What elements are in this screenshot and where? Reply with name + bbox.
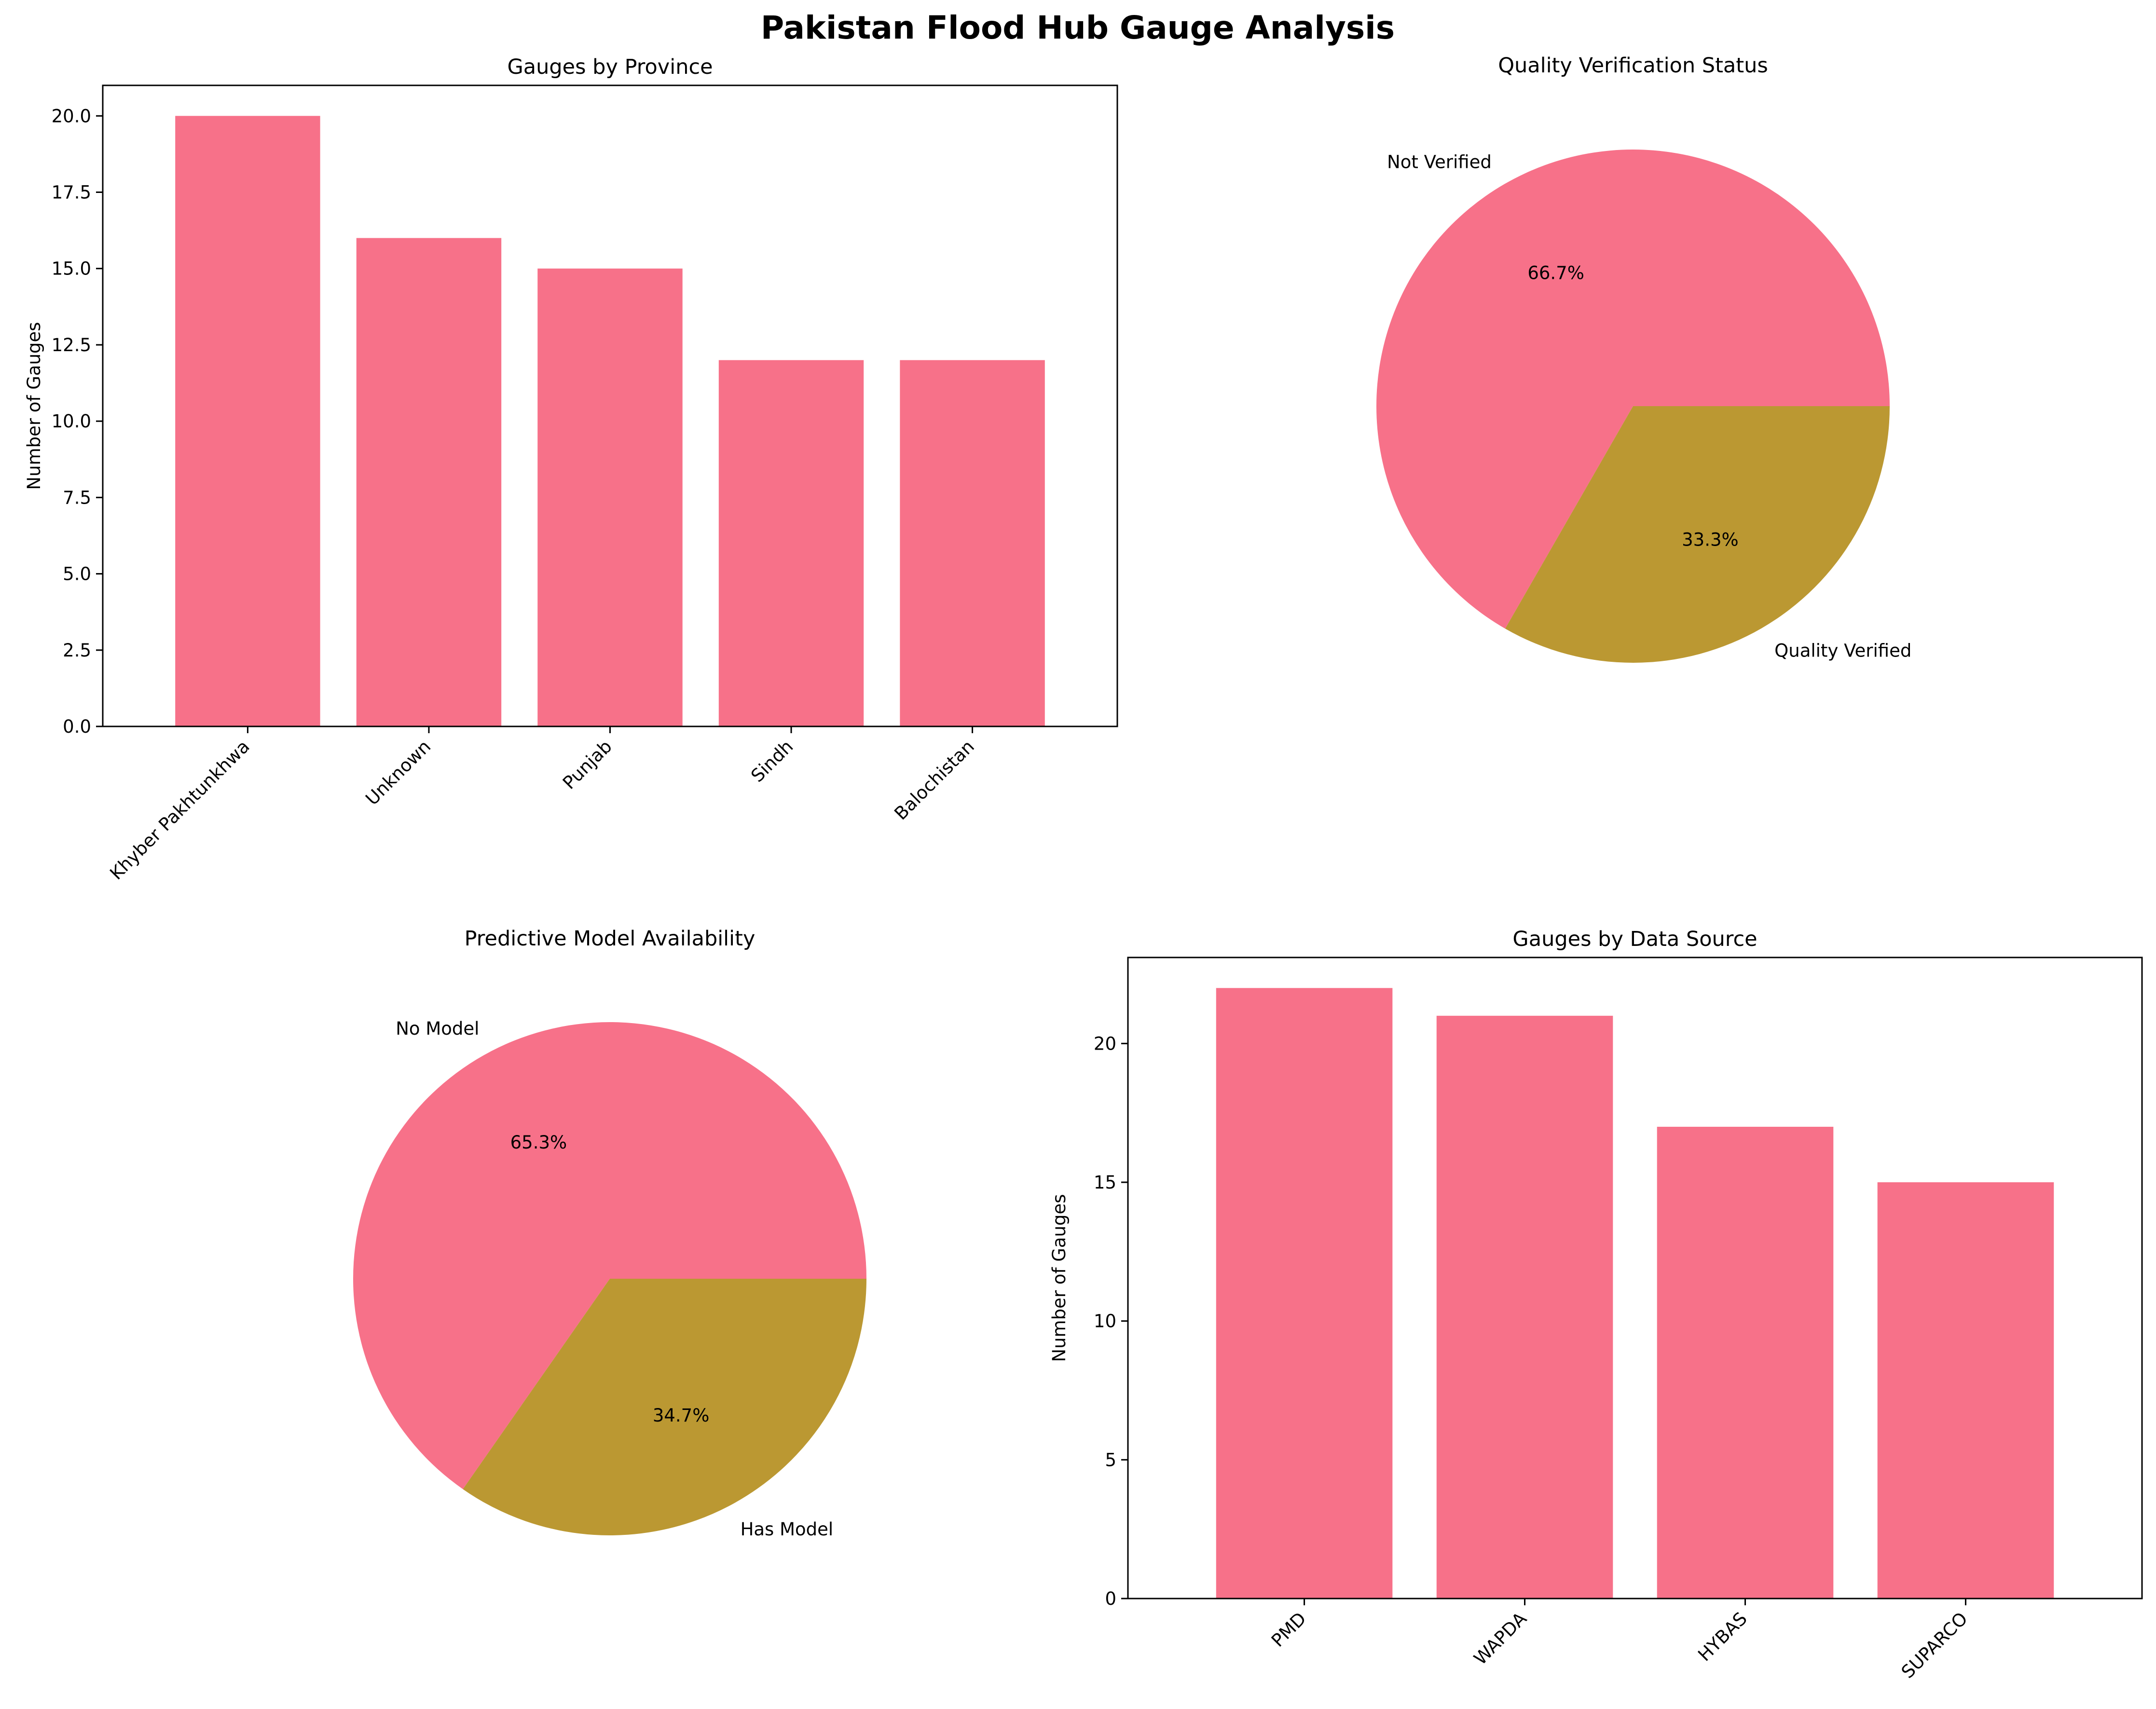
pie-percent-label: 66.7% — [1527, 263, 1584, 284]
chart-title: Gauges by Data Source — [1512, 927, 1757, 951]
bar-khyber-pakhtunkhwa — [175, 116, 320, 726]
pie-category-label: Has Model — [741, 1519, 834, 1540]
y-tick-label: 5 — [1105, 1449, 1116, 1470]
pie-category-label: No Model — [396, 1018, 479, 1039]
y-tick-label: 20.0 — [52, 106, 91, 126]
y-tick-label: 2.5 — [63, 640, 91, 661]
y-axis-label: Number of Gauges — [1049, 1194, 1070, 1362]
chart-title: Gauges by Province — [507, 55, 713, 79]
y-tick-label: 17.5 — [52, 182, 91, 203]
model-pie-chart: Predictive Model Availability 65.3% No Mod… — [353, 927, 866, 1540]
y-tick-label: 0.0 — [63, 716, 91, 737]
pie-slice-has-model — [463, 1279, 866, 1536]
bar-unknown — [356, 238, 502, 726]
y-tick-label: 15.0 — [52, 259, 91, 279]
plot-frame — [1127, 957, 2143, 1600]
bar-sindh — [718, 360, 864, 726]
plot-frame — [102, 84, 1118, 727]
bar-balochistan — [900, 360, 1045, 726]
pie-slice-not-verified — [1376, 149, 1890, 629]
pie-slice-quality-verified — [1505, 406, 1890, 663]
bar-suparco — [1877, 1182, 2054, 1599]
pie-category-label: Not Verified — [1387, 152, 1492, 173]
pie-category-label: Quality Verified — [1774, 640, 1911, 661]
pie-slice-no-model — [353, 1022, 866, 1490]
y-tick-label: 12.5 — [52, 335, 91, 355]
y-tick-label: 0 — [1105, 1588, 1116, 1609]
y-tick-label: 15 — [1094, 1172, 1116, 1193]
pie-percent-label: 34.7% — [653, 1405, 710, 1426]
pie-percent-label: 33.3% — [1682, 529, 1739, 550]
chart-title: Quality Verification Status — [1498, 54, 1768, 78]
bar-punjab — [537, 268, 683, 726]
y-tick-label: 10 — [1094, 1311, 1116, 1332]
y-tick-label: 10.0 — [52, 411, 91, 432]
bar-wapda — [1436, 1015, 1613, 1599]
y-tick-label: 20 — [1094, 1033, 1116, 1054]
y-tick-label: 5.0 — [63, 564, 91, 585]
quality-pie-chart: Quality Verification Status 66.7% Not Veri… — [1376, 54, 1911, 663]
chart-title: Predictive Model Availability — [465, 927, 755, 951]
figure-title: Pakistan Flood Hub Gauge Analysis — [761, 9, 1395, 46]
pie-percent-label: 65.3% — [510, 1132, 567, 1153]
bar-pmd — [1216, 988, 1393, 1599]
y-axis-label: Number of Gauges — [24, 322, 44, 490]
y-tick-label: 7.5 — [63, 487, 91, 508]
bar-hybas — [1657, 1126, 1834, 1599]
